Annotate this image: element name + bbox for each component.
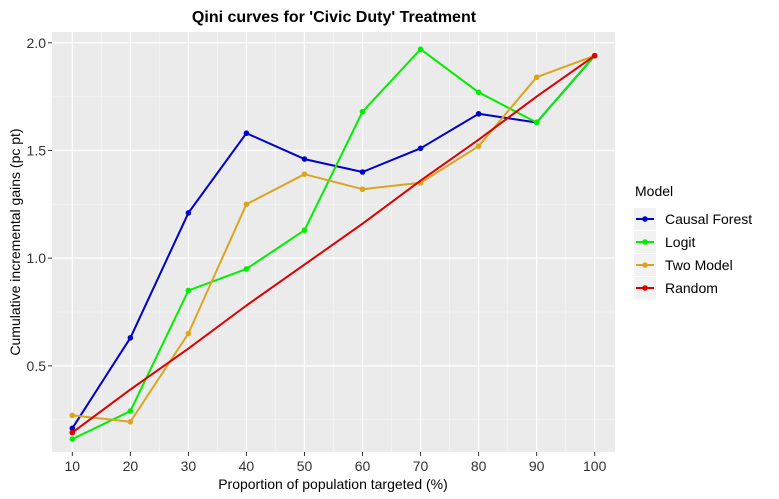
data-point-logit — [475, 89, 482, 96]
series-line-logit — [71, 48, 596, 441]
legend-item-random: Random — [634, 277, 718, 299]
legend-label: Logit — [665, 234, 695, 250]
data-point-two-model — [475, 143, 482, 149]
data-point-logit — [359, 108, 366, 115]
legend-label: Random — [665, 280, 718, 296]
data-point-two-model — [69, 412, 76, 419]
chart-title: Qini curves for 'Civic Duty' Treatment — [192, 9, 477, 26]
legend-key-point — [642, 239, 648, 245]
major-gridlines — [52, 32, 615, 452]
x-tick-label: 50 — [297, 458, 313, 474]
data-point-causal-forest — [301, 156, 308, 162]
legend-label: Two Model — [665, 257, 733, 273]
data-point-logit — [69, 436, 76, 442]
x-axis: 10 20 30 40 50 60 70 80 90 100 — [65, 452, 607, 474]
x-tick-label: 70 — [413, 458, 429, 474]
series-layer — [69, 46, 598, 442]
y-tick-label: 0.5 — [27, 358, 47, 374]
y-tick-label: 1.5 — [27, 142, 47, 158]
data-point-causal-forest — [359, 169, 366, 175]
data-point-causal-forest — [243, 130, 250, 137]
data-point-causal-forest — [185, 210, 192, 216]
data-point-causal-forest — [127, 335, 134, 341]
data-point-logit — [301, 227, 308, 233]
x-tick-label: 100 — [583, 458, 607, 474]
legend-item-causal-forest: Causal Forest — [634, 208, 752, 230]
data-point-logit — [127, 408, 134, 414]
data-point-two-model — [243, 201, 250, 208]
x-tick-label: 30 — [181, 458, 197, 474]
data-point-logit — [533, 119, 540, 126]
legend: Model Causal Forest Logit Two Model Random — [634, 183, 752, 299]
x-axis-title: Proportion of population targeted (%) — [218, 476, 448, 492]
data-point-two-model — [359, 186, 366, 193]
data-point-random — [69, 429, 76, 436]
data-point-logit — [417, 46, 424, 53]
x-tick-label: 40 — [239, 458, 255, 474]
series-random — [69, 52, 598, 436]
legend-title: Model — [635, 183, 673, 199]
legend-item-logit: Logit — [634, 231, 695, 253]
legend-item-two-model: Two Model — [634, 254, 733, 276]
series-line-two-model — [72, 54, 596, 423]
legend-key-point — [642, 262, 648, 268]
data-point-logit — [185, 287, 192, 294]
legend-key-point — [642, 216, 648, 222]
x-tick-label: 20 — [123, 458, 139, 474]
x-tick-label: 60 — [355, 458, 371, 474]
x-tick-label: 80 — [471, 458, 487, 474]
data-point-logit — [243, 266, 250, 272]
x-tick-label: 10 — [65, 458, 81, 474]
legend-label: Causal Forest — [665, 211, 752, 227]
data-point-causal-forest — [475, 111, 482, 117]
data-point-two-model — [533, 74, 540, 81]
legend-key-point — [642, 285, 648, 291]
data-point-random — [591, 52, 598, 59]
y-tick-label: 1.0 — [27, 250, 47, 266]
data-point-causal-forest — [69, 425, 76, 432]
y-axis: 0.5 1.0 1.5 2.0 — [27, 35, 52, 374]
data-point-two-model — [127, 419, 134, 425]
data-point-two-model — [301, 171, 308, 177]
data-point-two-model — [185, 330, 192, 337]
series-line-random — [71, 54, 596, 434]
y-axis-title: Cumulative incremental gains (pc pt) — [7, 128, 23, 355]
minor-gridlines — [52, 32, 615, 452]
y-tick-label: 2.0 — [27, 35, 47, 51]
x-tick-label: 90 — [529, 458, 545, 474]
data-point-causal-forest — [417, 145, 424, 152]
